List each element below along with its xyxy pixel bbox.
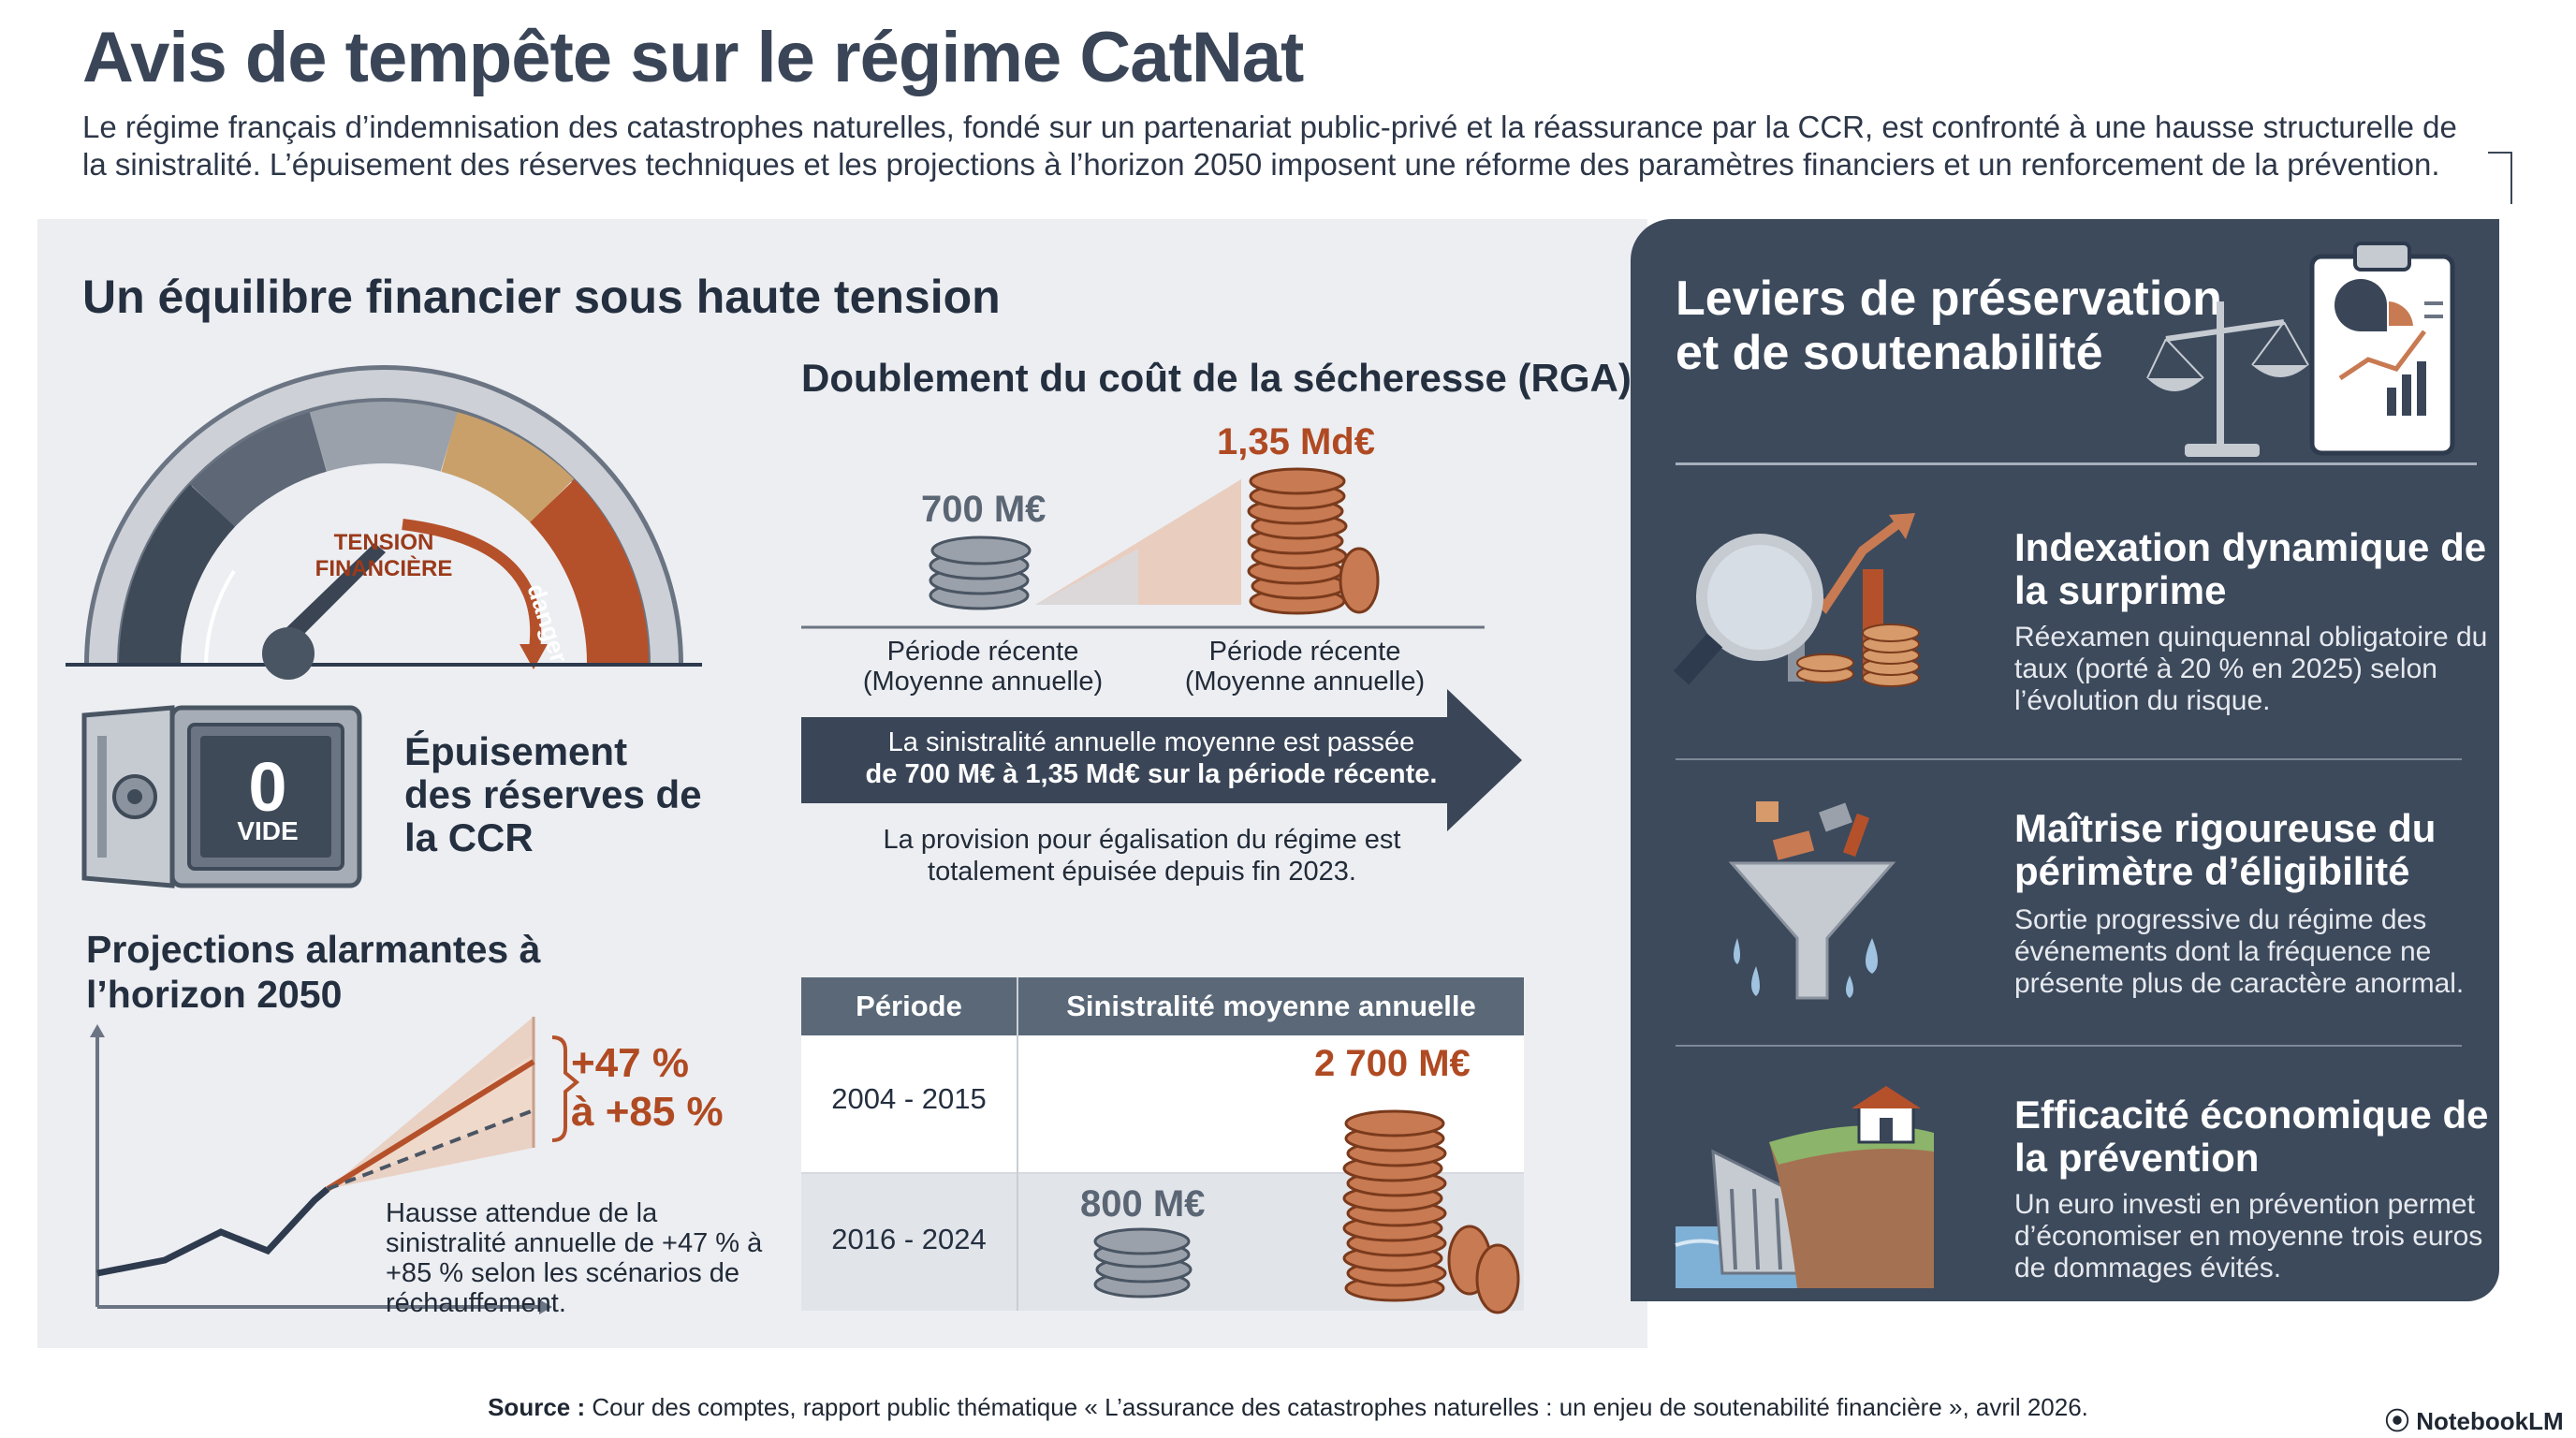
lever-divider (1676, 758, 2462, 760)
lever-title: Maîtrise rigoureuse du périmètre d’éligi… (2014, 806, 2437, 893)
section-heading-equilibre: Un équilibre financier sous haute tensio… (82, 271, 1001, 323)
table-cell-value: 800 M€ (1080, 1183, 1206, 1225)
lever-divider (1676, 1045, 2462, 1047)
drought-before-value: 700 M€ (921, 489, 1046, 530)
projection-range-low: +47 % (571, 1040, 689, 1086)
lever-description: Réexamen quinquennal obligatoire du taux… (2014, 622, 2488, 716)
drought-coin-comparison-icon (801, 467, 1485, 629)
lever-title: Efficacité économique de la prévention (2014, 1093, 2489, 1180)
lever-description: Sortie progressive du régime des événeme… (2014, 904, 2465, 999)
drought-before-label: Période récente (Moyenne annuelle) (862, 637, 1104, 697)
gauge-label: TENSION FINANCIÈRE (315, 530, 453, 581)
levers-heading: Leviers de préservation et de soutenabil… (1676, 271, 2222, 380)
scale-clipboard-icon (2146, 242, 2455, 457)
drought-after-value: 1,35 Md€ (1217, 421, 1375, 462)
page-title: Avis de tempête sur le régime CatNat (82, 18, 1304, 97)
tension-gauge-icon (66, 365, 702, 680)
table-cell-value: 2 700 M€ (1314, 1043, 1471, 1084)
table-coin-stacks-icon (1093, 1109, 1520, 1314)
dam-house-icon (1675, 1086, 1934, 1288)
provision-text: La provision pour égalisation du régime … (883, 825, 1401, 887)
table-header-period: Période (801, 977, 1017, 1035)
safe-label: VIDE (237, 816, 299, 845)
projection-description: Hausse attendue de la sinistralité annue… (386, 1198, 763, 1318)
projection-range: +47 % à +85 % (571, 1039, 724, 1137)
table-cell-period: 2016 - 2024 (831, 1223, 987, 1255)
drought-arrow-banner (801, 689, 1522, 831)
safe-value: 0 (248, 748, 287, 826)
source-note: Source : Cour des comptes, rapport publi… (488, 1393, 2088, 1421)
levers-divider (1676, 462, 2477, 465)
lever-title: Indexation dynamique de la surprime (2014, 525, 2487, 612)
projection-range-high: à +85 % (571, 1089, 724, 1135)
reserves-title: Épuisement des réserves de la CCR (404, 729, 702, 859)
drought-heading: Doublement du coût de la sécheresse (RGA… (801, 356, 1632, 400)
table-cell-period: 2004 - 2015 (831, 1082, 987, 1115)
projections-heading: Projections alarmantes à l’horizon 2050 (86, 928, 541, 1016)
projection-line-chart-icon (90, 1017, 580, 1314)
table-divider (1017, 977, 1018, 1311)
drought-arrow-text: La sinistralité annuelle moyenne est pas… (865, 727, 1438, 789)
decorative-bracket (2488, 152, 2512, 204)
empty-safe-icon (81, 705, 362, 888)
brand-logo: ⦿ NotebookLM (2385, 1407, 2564, 1435)
intro-paragraph: Le régime français d’indemnisation des c… (82, 110, 2457, 182)
lever-description: Un euro investi en prévention permet d’é… (2014, 1189, 2483, 1284)
magnifier-chart-icon (1673, 513, 1920, 687)
funnel-icon (1728, 801, 1896, 1000)
drought-after-label: Période récente (Moyenne annuelle) (1184, 637, 1426, 697)
table-header-value: Sinistralité moyenne annuelle (1018, 977, 1524, 1035)
notebooklm-logo-icon: ⦿ (2385, 1407, 2417, 1435)
